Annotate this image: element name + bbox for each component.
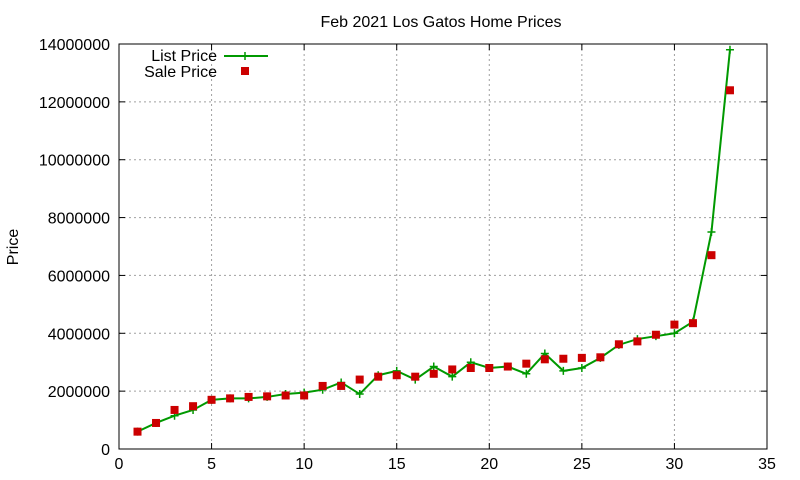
point-sale-price (688, 319, 697, 328)
point-sale-price (448, 365, 457, 374)
legend: List Price Sale Price (144, 48, 268, 81)
point-sale-price (429, 369, 438, 378)
x-tick-label: 35 (758, 456, 776, 473)
x-tick-label: 20 (480, 456, 498, 473)
point-sale-price (651, 330, 660, 339)
y-tick-label: 12000000 (39, 95, 110, 112)
point-list-price (522, 369, 531, 378)
point-sale-price (725, 86, 734, 95)
y-tick-label: 6000000 (48, 268, 110, 285)
series-layer (133, 45, 734, 436)
point-sale-price (596, 353, 605, 362)
point-sale-price (355, 375, 364, 384)
x-tick-label: 0 (115, 456, 124, 473)
point-sale-price (392, 371, 401, 380)
y-ticks: 0 2000000 4000000 6000000 8000000 10000000 120… (39, 37, 767, 459)
point-sale-price (540, 355, 549, 364)
point-sale-price (281, 391, 290, 400)
point-sale-price (466, 364, 475, 372)
point-list-price (670, 329, 679, 338)
point-sale-price (300, 391, 309, 400)
point-sale-price (485, 364, 494, 372)
point-sale-price (152, 418, 161, 427)
x-tick-label: 5 (207, 456, 216, 473)
plot-frame (118, 43, 768, 450)
point-list-price (448, 372, 457, 381)
point-list-price (725, 45, 734, 54)
x-ticks: 0 5 10 15 20 25 30 35 (115, 44, 776, 473)
point-list-price (577, 364, 586, 372)
point-sale-price (633, 337, 642, 346)
legend-label-sale-price: Sale Price (144, 64, 217, 81)
point-list-price (355, 390, 364, 399)
point-sale-price (707, 251, 716, 260)
x-tick-label: 25 (573, 456, 591, 473)
point-sale-price (244, 392, 253, 401)
point-sale-price (577, 353, 586, 362)
point-sale-price (263, 392, 272, 401)
point-sale-price (226, 394, 235, 403)
point-list-price (707, 228, 716, 237)
point-sale-price (522, 359, 531, 368)
point-sale-price (207, 395, 216, 404)
point-sale-price (503, 362, 512, 371)
point-sale-price (189, 402, 198, 411)
point-sale-price (170, 405, 179, 414)
x-tick-label: 30 (666, 456, 684, 473)
y-tick-label: 4000000 (48, 326, 110, 343)
point-sale-price (337, 381, 346, 390)
point-sale-price (318, 381, 327, 390)
point-sale-price (411, 372, 420, 381)
point-sale-price (559, 354, 568, 363)
point-list-price (429, 362, 438, 371)
y-tick-label: 2000000 (48, 384, 110, 401)
point-sale-price (614, 340, 623, 349)
y-tick-label: 0 (101, 442, 110, 459)
legend-marker-sale-price (241, 67, 249, 75)
legend-marker-list-price (241, 52, 249, 60)
x-tick-label: 10 (295, 456, 313, 473)
y-tick-label: 14000000 (39, 37, 110, 54)
y-axis-label: Price (5, 229, 22, 266)
y-tick-label: 10000000 (39, 153, 110, 170)
legend-label-list-price: List Price (151, 48, 217, 65)
y-tick-label: 8000000 (48, 211, 110, 228)
point-sale-price (133, 427, 142, 436)
chart-title: Feb 2021 Los Gatos Home Prices (320, 14, 561, 31)
grid-layer (119, 44, 767, 449)
point-sale-price (670, 320, 679, 329)
point-list-price (559, 366, 568, 375)
point-sale-price (374, 372, 383, 381)
x-tick-label: 15 (388, 456, 406, 473)
